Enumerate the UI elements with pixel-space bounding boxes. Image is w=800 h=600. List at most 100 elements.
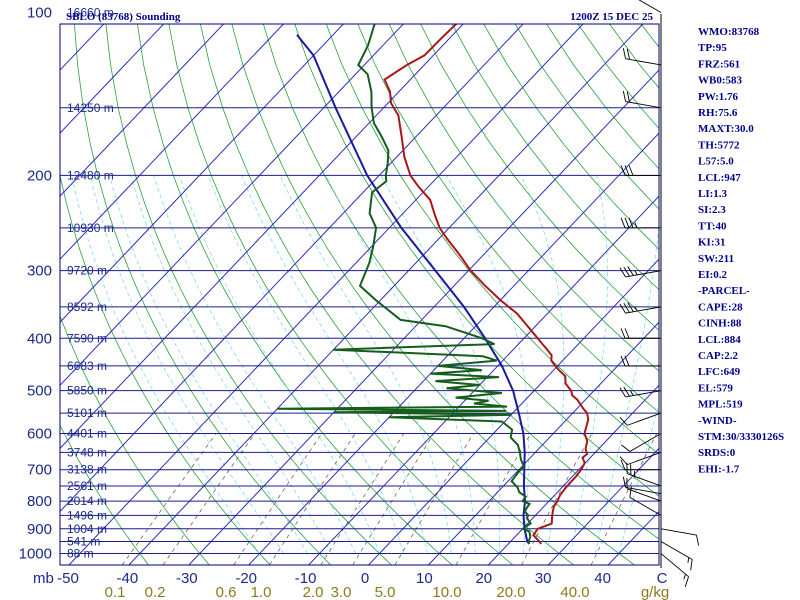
wind-barb-staff [625, 390, 662, 398]
dry-adiabat-line [294, 24, 659, 497]
temperature-tick-label: -40 [117, 570, 139, 587]
pressure-tick-label: 300 [27, 263, 52, 280]
pressure-tick-label: 100 [27, 5, 52, 22]
wind-barb-flag [626, 48, 630, 60]
height-label: 10930 m [67, 221, 114, 235]
wind-barb-flag [620, 217, 626, 228]
mixing-ratio-line [269, 433, 356, 565]
wind-barb-flag [626, 91, 630, 103]
isotherm-line [128, 24, 644, 565]
wind-barb-staff [660, 528, 697, 536]
isotherm-line [60, 24, 464, 450]
isotherm-line [68, 24, 584, 565]
dry-adiabat-line [137, 24, 453, 565]
wind-barb-staff [625, 58, 662, 66]
index-line: MPL:519 [698, 399, 743, 411]
height-label: 8592 m [67, 300, 107, 314]
dry-adiabat-line [451, 24, 659, 291]
height-label: 3748 m [67, 445, 107, 459]
index-line: EHI:-1.7 [698, 463, 740, 475]
mixing-ratio-tick-label: 3.0 [331, 584, 352, 600]
pressure-tick-label: 800 [27, 493, 52, 510]
height-label: 3138 m [67, 463, 107, 477]
index-line: CAPE:28 [698, 301, 743, 313]
isotherm-line [60, 24, 285, 260]
dry-adiabat-line [388, 24, 659, 372]
mixing-ratio-line [352, 433, 435, 565]
index-line: CAP:2.2 [698, 350, 739, 362]
index-line: LI:1.3 [698, 188, 728, 200]
wind-barb-flag [620, 459, 626, 470]
height-label: 9720 m [67, 264, 107, 278]
wind-barb-flag [627, 302, 634, 312]
wind-barb-staff [625, 486, 662, 495]
mixing-ratio-tick-label: 0.6 [216, 584, 237, 600]
wind-barb-staff [629, 496, 662, 516]
height-label: 88 m [67, 547, 94, 561]
dry-adiabat-line [483, 24, 659, 250]
dry-adiabat-line [74, 24, 331, 565]
wind-barb-staff [625, 306, 662, 314]
pressure-tick-label: 400 [27, 330, 52, 347]
isotherm-line [60, 24, 524, 513]
wind-barb-flag [619, 417, 628, 426]
height-label: 5101 m [67, 406, 107, 420]
wind-barb-staff [638, 0, 662, 13]
height-label: 2014 m [67, 494, 107, 508]
dry-adiabat-line [357, 24, 659, 413]
wind-barb-flag [620, 165, 626, 176]
wind-barb-staff [627, 473, 662, 487]
height-label: 2561 m [67, 479, 107, 493]
index-line: TH:5772 [698, 139, 740, 151]
wind-barb-flag [624, 355, 630, 367]
index-line: LCL:947 [698, 172, 741, 184]
temperature-tick-label: 0 [361, 570, 369, 587]
pressure-tick-label: 900 [27, 521, 52, 538]
index-line: STM:30/3330126S [698, 431, 784, 443]
wind-barb-flag [619, 303, 626, 314]
temperature-tick-label: 30 [535, 570, 552, 587]
height-label: 541 m [67, 534, 100, 548]
isotherm-line [60, 24, 165, 134]
height-label: 7590 m [67, 331, 107, 345]
index-line: SW:211 [698, 253, 734, 265]
mixing-ratio-line [394, 433, 474, 565]
wind-barb-flag [627, 266, 634, 276]
dry-adiabat-line [420, 24, 659, 331]
wind-barb-flag [696, 534, 700, 546]
wind-barb-flag [619, 267, 626, 278]
mixing-ratio-tick-label: 5.0 [375, 584, 396, 600]
mixing-ratio-tick-label: g/kg [641, 584, 669, 600]
index-line: -WIND- [698, 415, 737, 427]
wind-barb-flag [634, 270, 638, 276]
wind-barb-flag [623, 303, 630, 313]
wind-barb-flag [619, 387, 626, 398]
wind-barb-flag [623, 386, 630, 397]
index-line: WB0:583 [698, 75, 743, 87]
index-line: L57:5.0 [698, 156, 734, 168]
dry-adiabat-line [60, 424, 149, 565]
index-line: TT:40 [698, 220, 727, 232]
stability-indices: WMO:83768 TP:95 FRZ:561 WB0:583 PW:1.76 RH:75… [698, 26, 784, 475]
wind-barb-staff [627, 451, 662, 466]
mixing-ratio-tick-label: 0.2 [145, 584, 166, 600]
mixing-ratio-tick-label: 40.0 [560, 584, 589, 600]
isotherm-line [368, 258, 659, 565]
plot-frame [59, 23, 660, 566]
index-line: TP:95 [698, 42, 727, 54]
wind-barb-staff [629, 433, 662, 452]
wind-barb-staff [627, 488, 662, 502]
index-line: LCL:884 [698, 334, 741, 346]
dewpoint-profile [277, 24, 533, 545]
index-line: MAXT:30.0 [698, 123, 754, 135]
height-label: 5850 m [67, 384, 107, 398]
mixing-ratio-line [521, 433, 593, 565]
height-label: 6683 m [67, 359, 107, 373]
dry-adiabat-line [168, 24, 514, 565]
mixing-ratio-line [590, 433, 658, 565]
wind-barb-flag [621, 444, 631, 452]
wind-barb-staff [660, 541, 693, 560]
height-label: 1004 m [67, 522, 107, 536]
